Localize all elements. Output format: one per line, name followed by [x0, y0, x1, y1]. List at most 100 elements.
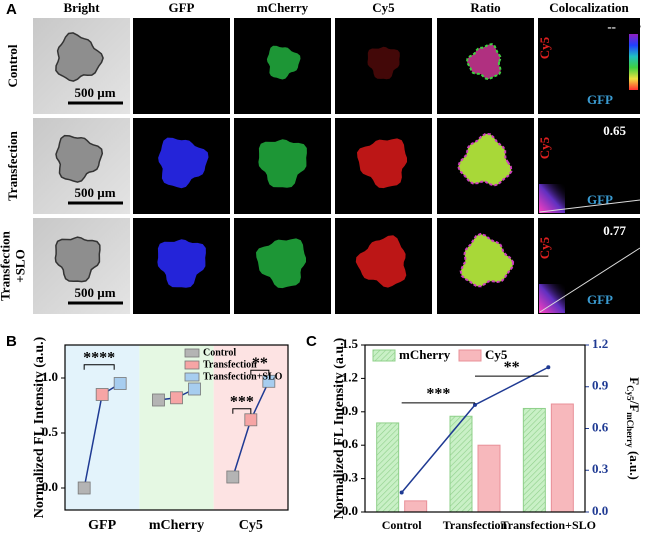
image-frame	[335, 18, 432, 114]
panel-letter: B	[6, 333, 17, 350]
box	[188, 382, 201, 396]
coloc-value: --	[607, 19, 616, 34]
coloc-value: 0.65	[603, 123, 626, 138]
significance-label: ***	[230, 393, 254, 410]
column-header: mCherry	[257, 0, 309, 15]
coloc-axis-label: GFP	[587, 292, 613, 307]
image-frame	[133, 18, 230, 114]
y2-tick-label: 0.0	[592, 503, 608, 518]
y2-tick-label: 0.9	[592, 378, 609, 393]
y2-tick-label: 0.6	[592, 419, 609, 434]
scale-bar-label: 500 µm	[74, 185, 115, 200]
cell-blob	[266, 45, 301, 80]
bar	[376, 422, 400, 513]
colorbar-label: 0	[631, 94, 637, 106]
panel-letter: A	[6, 1, 17, 18]
y-tick-label: 0.0	[42, 479, 58, 494]
box	[152, 393, 165, 407]
category-band	[139, 345, 214, 510]
legend-swatch	[184, 372, 200, 382]
cell-blob	[459, 232, 515, 288]
column-header: Ratio	[470, 0, 500, 15]
bar	[522, 407, 546, 513]
y-tick-label: 1.2	[342, 369, 358, 384]
row-label: Transfection	[0, 230, 12, 301]
box	[244, 413, 258, 427]
y2-axis-label-part: mCherry	[625, 412, 635, 448]
legend-label: Transfection	[203, 359, 257, 370]
y-axis-label: Normalized FL Intensity (a.u.)	[332, 337, 347, 519]
significance-bracket	[83, 364, 115, 370]
scatter-density	[539, 184, 565, 213]
y-tick-label: 1.5	[342, 336, 359, 351]
box	[113, 377, 127, 390]
coloc-axis-label: Cy5	[537, 236, 552, 259]
ratio-point	[399, 490, 404, 495]
coloc-axis-label: GFP	[587, 92, 613, 107]
cell-blob	[457, 132, 513, 187]
y-tick-label: 0.0	[342, 503, 358, 518]
category-band	[65, 345, 140, 510]
scale-bar-label: 500 µm	[74, 85, 115, 100]
legend-swatch	[372, 349, 396, 362]
significance-label: **	[252, 355, 268, 372]
colorbar-label: 1.5	[627, 20, 641, 32]
cell-blob	[465, 43, 502, 81]
y-tick-label: 0.5	[42, 424, 59, 439]
legend-label: mCherry	[399, 347, 451, 362]
significance-bracket	[250, 369, 270, 376]
y2-axis-label: FCy5/FmCherry (a.u.)	[625, 377, 642, 480]
y2-axis-label-part: (a.u.)	[627, 448, 642, 480]
x-tick-label: Transfection+SLO	[501, 518, 596, 532]
row-label: +SLO	[12, 249, 27, 282]
ratio-point	[473, 402, 477, 407]
cell-blob	[158, 137, 209, 189]
significance-label: ***	[426, 386, 450, 403]
y2-axis-label-part: F	[627, 377, 642, 385]
box	[226, 470, 240, 484]
x-tick-label: GFP	[88, 518, 116, 533]
x-tick-label: Transfection	[443, 518, 508, 532]
y-tick-label: 1.0	[42, 369, 58, 384]
row-label: Control	[5, 44, 20, 87]
coloc-axis-label: Cy5	[537, 36, 552, 59]
legend-swatch	[458, 349, 482, 362]
y2-tick-label: 1.2	[592, 336, 608, 351]
bar	[477, 444, 501, 513]
y2-axis-label-part: Cy5	[625, 385, 635, 401]
legend-label: Control	[203, 347, 236, 358]
cell-blob	[355, 235, 407, 288]
cell-blob	[55, 134, 104, 183]
scale-bar-label: 500 µm	[74, 285, 115, 300]
panel-letter: C	[306, 333, 317, 350]
fit-line	[539, 247, 641, 313]
legend-label: Cy5	[485, 347, 508, 362]
cell-blob	[258, 139, 307, 188]
column-header: Cy5	[372, 0, 395, 15]
legend-swatch	[184, 348, 200, 358]
significance-label: **	[504, 359, 520, 376]
significance-bracket	[232, 408, 252, 414]
bar	[404, 500, 428, 513]
box	[95, 388, 109, 401]
box	[170, 391, 183, 405]
legend-swatch	[184, 360, 200, 370]
coloc-axis-label: Cy5	[537, 136, 552, 159]
bar	[550, 403, 574, 513]
colorbar	[629, 34, 638, 90]
y-tick-label: 0.3	[342, 470, 359, 485]
column-header: Colocalization	[549, 0, 629, 15]
cell-blob	[357, 138, 407, 189]
significance-label: ****	[83, 349, 115, 366]
y2-tick-label: 0.3	[592, 461, 609, 476]
fit-line	[539, 199, 641, 213]
cell-blob	[157, 239, 206, 288]
x-tick-label: Cy5	[239, 518, 263, 533]
box	[77, 481, 91, 495]
column-header: GFP	[169, 0, 195, 15]
y-tick-label: 0.9	[342, 403, 359, 418]
x-tick-label: Control	[382, 518, 422, 532]
coloc-axis-label: GFP	[587, 192, 613, 207]
plot-frame	[364, 344, 586, 513]
